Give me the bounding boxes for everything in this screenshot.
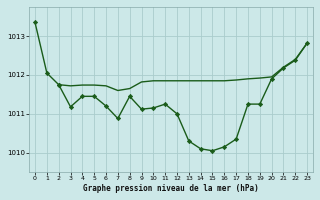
X-axis label: Graphe pression niveau de la mer (hPa): Graphe pression niveau de la mer (hPa) <box>83 184 259 193</box>
